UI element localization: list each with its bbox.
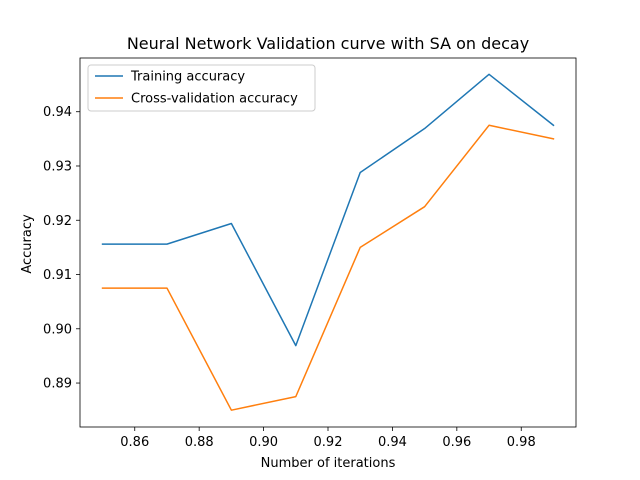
x-tick-label: 0.90 — [249, 435, 278, 450]
y-tick-label: 0.91 — [43, 268, 72, 283]
series-line-0 — [101, 73, 555, 347]
y-tick-label: 0.92 — [43, 214, 72, 229]
x-tick-label: 0.98 — [507, 435, 536, 450]
x-tick-label: 0.92 — [314, 435, 343, 450]
legend-box — [87, 64, 316, 112]
legend: Training accuracy Cross-validation accura… — [87, 64, 316, 112]
x-tick-label: 0.86 — [120, 435, 149, 450]
y-tick-label: 0.94 — [43, 105, 72, 120]
x-axis-title: Number of iterations — [261, 456, 396, 471]
plot-area: 0.86 0.88 0.90 0.92 0.94 0.96 0.98 0.89 0.90 0.91… — [43, 57, 577, 450]
y-tick-label: 0.89 — [43, 377, 72, 392]
x-tick-label: 0.96 — [442, 435, 471, 450]
chart-title: Neural Network Validation curve with SA … — [127, 34, 529, 53]
y-tick-label: 0.93 — [43, 159, 72, 174]
legend-label-1: Cross-validation accuracy — [131, 92, 298, 107]
x-tick-label: 0.94 — [378, 435, 407, 450]
y-tick-label: 0.90 — [43, 322, 72, 337]
series-line-1 — [101, 124, 555, 411]
legend-label-0: Training accuracy — [130, 70, 245, 85]
y-axis-title: Accuracy — [20, 214, 35, 274]
x-tick-label: 0.88 — [185, 435, 214, 450]
